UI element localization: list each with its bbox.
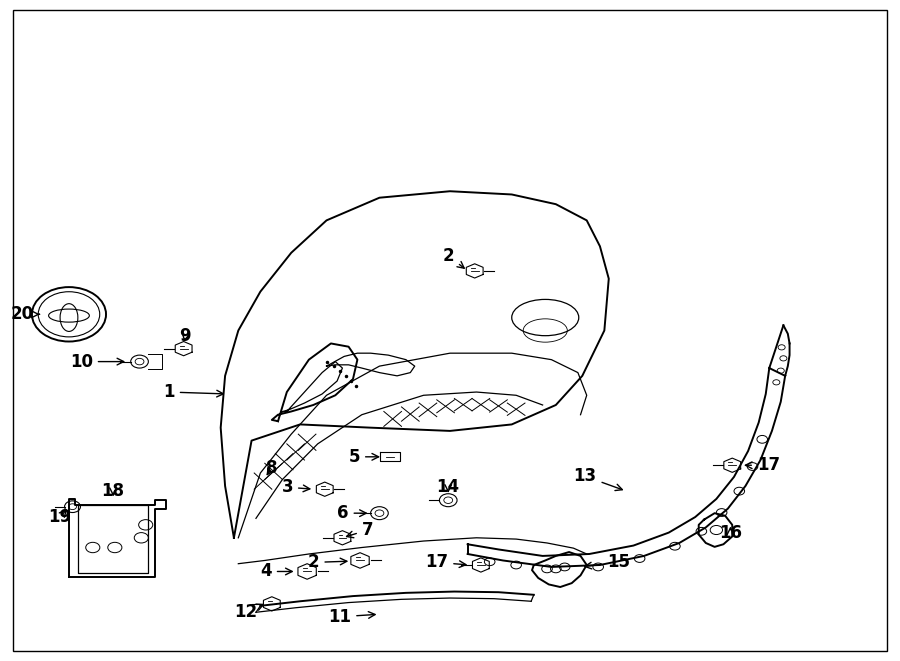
Text: 4: 4	[260, 563, 292, 580]
Text: 19: 19	[49, 508, 72, 526]
Text: 2: 2	[443, 247, 464, 268]
Text: 6: 6	[338, 504, 366, 522]
Text: 10: 10	[70, 352, 123, 371]
Text: 11: 11	[328, 608, 375, 626]
Text: 20: 20	[11, 305, 40, 323]
Text: 18: 18	[102, 482, 124, 500]
Text: 17: 17	[425, 553, 466, 571]
Text: 9: 9	[180, 327, 191, 344]
Text: 8: 8	[266, 459, 277, 477]
Text: 14: 14	[436, 479, 460, 496]
Text: 16: 16	[719, 524, 742, 541]
Text: 12: 12	[234, 603, 264, 621]
Text: 1: 1	[163, 383, 223, 401]
Text: 3: 3	[282, 479, 310, 496]
Text: 2: 2	[308, 553, 346, 571]
Text: 7: 7	[346, 521, 374, 539]
Text: 5: 5	[348, 447, 379, 466]
Text: 13: 13	[573, 467, 622, 490]
Text: 17: 17	[745, 456, 780, 474]
Text: 15: 15	[585, 553, 630, 571]
